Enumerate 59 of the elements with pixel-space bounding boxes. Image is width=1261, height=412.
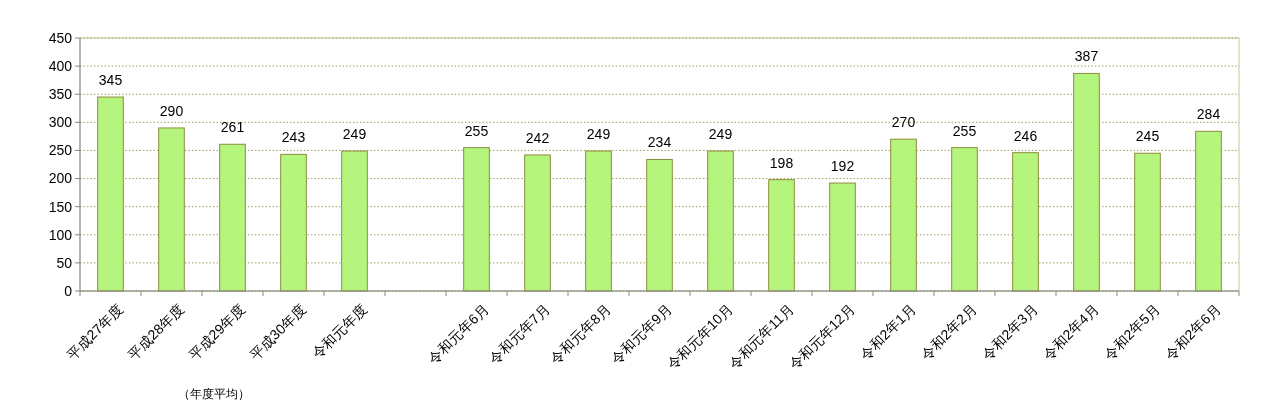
- data-label: 261: [220, 119, 245, 136]
- data-label: 192: [830, 158, 855, 175]
- x-tick-label: 令和2年1月: [856, 300, 919, 363]
- y-tick-label: 350: [48, 86, 73, 103]
- bar: [951, 147, 978, 292]
- bar: [829, 182, 856, 292]
- x-tick-label: 平成28年度: [124, 300, 187, 363]
- data-label: 270: [891, 114, 916, 131]
- y-tick-label: 300: [48, 114, 73, 131]
- data-label: 387: [1074, 48, 1099, 65]
- bar: [768, 179, 795, 292]
- bar: [890, 138, 917, 292]
- y-tick-label: 450: [48, 29, 73, 46]
- bar: [463, 147, 490, 292]
- y-tick-label: 200: [48, 170, 73, 187]
- bar: [1195, 130, 1222, 292]
- x-tick-label: 令和2年6月: [1161, 300, 1224, 363]
- data-label: 284: [1196, 106, 1221, 123]
- x-tick-label: 令和元年6月: [425, 300, 492, 368]
- bar: [1134, 152, 1161, 292]
- y-tick-label: 50: [56, 254, 73, 271]
- y-tick-label: 100: [48, 226, 73, 243]
- data-label: 249: [586, 126, 611, 143]
- data-label: 246: [1013, 127, 1038, 144]
- x-tick-label: 令和2年5月: [1100, 300, 1163, 363]
- x-tick-label: 令和2年2月: [917, 300, 980, 363]
- bar: [524, 154, 551, 292]
- data-label: 255: [464, 122, 489, 139]
- data-label: 242: [525, 129, 550, 146]
- data-label: 234: [647, 134, 672, 151]
- x-tick-label: 平成29年度: [185, 300, 248, 363]
- x-tick-label: 令和元年度: [308, 300, 370, 362]
- data-label: 245: [1135, 128, 1160, 145]
- x-tick-label: 令和2年4月: [1039, 300, 1102, 363]
- bar: [707, 150, 734, 292]
- x-tick-label: 令和2年3月: [978, 300, 1041, 363]
- x-tick-label: 平成30年度: [246, 300, 309, 363]
- y-tick-label: 0: [64, 282, 73, 299]
- bar: [646, 158, 673, 292]
- y-tick-label: 400: [48, 58, 73, 75]
- data-label: 345: [98, 72, 123, 89]
- data-label: 255: [952, 122, 977, 139]
- y-tick-label: 250: [48, 142, 73, 159]
- bar: [1073, 72, 1100, 292]
- bar: [97, 96, 124, 292]
- data-label: 249: [342, 126, 367, 143]
- data-label: 198: [769, 154, 794, 171]
- y-tick-label: 150: [48, 198, 73, 215]
- data-label: 243: [281, 129, 306, 146]
- bar: [1012, 152, 1039, 292]
- data-label: 249: [708, 126, 733, 143]
- x-tick-label: 平成27年度: [63, 300, 126, 363]
- bar: [280, 153, 307, 292]
- bar: [341, 150, 368, 292]
- bar: [158, 127, 185, 292]
- data-label: 290: [159, 102, 184, 119]
- bar: [585, 150, 612, 292]
- bar: [219, 143, 246, 292]
- text: （年度平均）: [177, 387, 250, 401]
